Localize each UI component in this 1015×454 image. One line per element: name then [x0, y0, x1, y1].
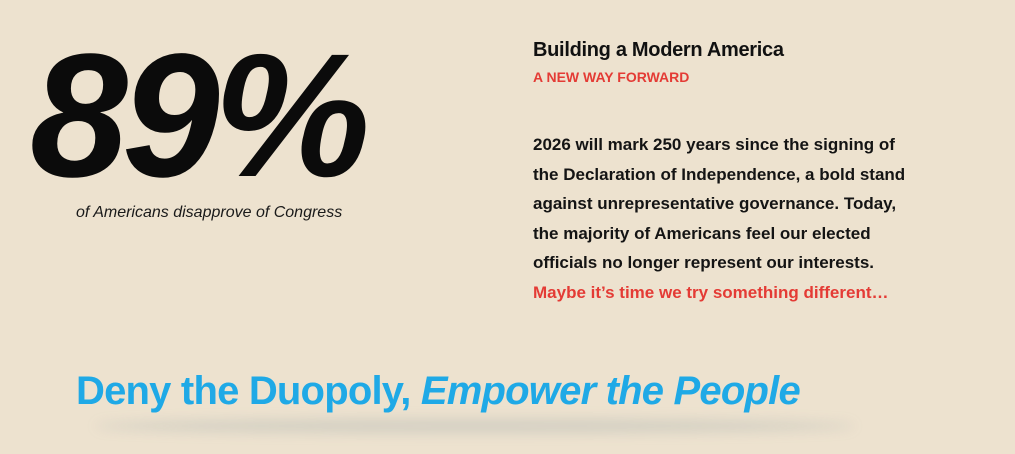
- info-title: Building a Modern America: [533, 39, 784, 61]
- info-body-line: 2026 will mark 250 years since the signi…: [533, 135, 895, 154]
- info-body-line: against unrepresentative governance. Tod…: [533, 194, 897, 213]
- stat-value: 89%: [30, 18, 370, 214]
- info-accent-line: Maybe it’s time we try something differe…: [533, 282, 889, 302]
- info-body-line: the Declaration of Independence, a bold …: [533, 164, 906, 184]
- info-block: Building a Modern America A NEW WAY FORW…: [533, 38, 998, 307]
- info-body-line: officials no longer represent our intere…: [533, 253, 875, 272]
- tagline-shadow: [95, 419, 855, 433]
- tagline: Deny the Duopoly, Empower the People: [76, 365, 801, 417]
- stat-caption: of Americans disapprove of Congress: [76, 204, 343, 221]
- info-kicker: A NEW WAY FORWARD: [533, 69, 690, 85]
- tagline-part-2: Empower the People: [420, 369, 801, 413]
- stat-block: 89% of Americans disapprove of Congress: [0, 0, 460, 230]
- info-body: 2026 will mark 250 years since the signi…: [533, 130, 998, 307]
- tagline-part-1: Deny the Duopoly,: [76, 369, 421, 413]
- info-body-line: the majority of Americans feel our elect…: [533, 223, 871, 243]
